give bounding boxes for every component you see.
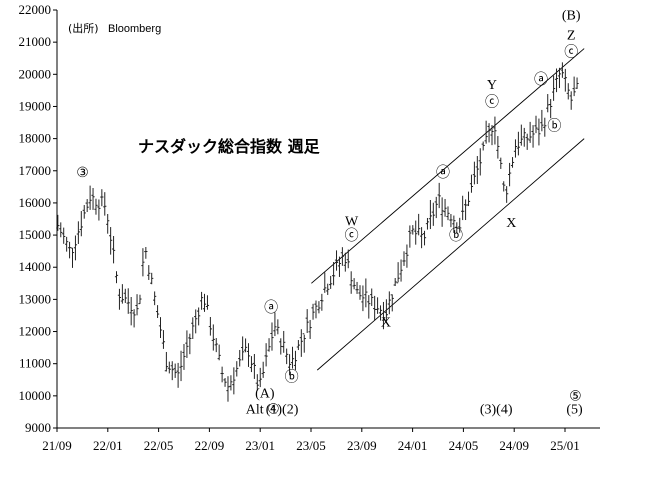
source-name: Bloomberg (108, 23, 161, 35)
x-tick-label: 24/09 (499, 438, 529, 453)
x-tick-label: 23/05 (296, 438, 326, 453)
channel-line-lower (316, 138, 585, 371)
y-tick-label: 9000 (25, 420, 51, 435)
x-tick-label: 21/09 (42, 438, 72, 453)
plot-frame (56, 10, 600, 429)
y-tick-label: 14000 (19, 259, 52, 274)
y-tick-label: 20000 (19, 66, 52, 81)
y-tick-label: 15000 (19, 227, 52, 242)
wave-annotations: ③ ⓐ ⓑ (A) Wⓒ Xⓐ ⓑ Yⓒ Xⓐ ⓑ (B) Zⓒ ⑤ Alt ④(1)(2) (3)(4) (… (76, 9, 583, 418)
wave-label: ⓑ (547, 119, 561, 135)
wave-label: ⓐ (436, 165, 450, 181)
x-tick-label: 25/01 (550, 438, 580, 453)
wave-label: (A) (255, 386, 275, 401)
wave-label: X (506, 216, 516, 231)
y-tick-label: 19000 (19, 98, 52, 113)
wave-label: Alt ④ (246, 403, 280, 418)
y-tick-label: 17000 (19, 163, 52, 178)
y-tick-label: 13000 (19, 291, 52, 306)
x-tick-label: 22/05 (144, 438, 174, 453)
wave-label: ⓑ (449, 228, 463, 244)
chart-title: ナスダック総合指数 週足 (138, 137, 321, 156)
wave-label: (1)(2) (266, 403, 299, 418)
wave-label: Y (487, 78, 497, 93)
wave-label: ⓒ (485, 94, 499, 110)
wave-label: ⑤ (569, 390, 582, 405)
wave-label: ⓒ (564, 45, 578, 61)
wave-label: W (345, 214, 359, 229)
trend-channel-lines (311, 48, 585, 371)
wave-label: (5) (566, 403, 583, 418)
channel-line-upper (311, 48, 585, 284)
x-tick-label: 24/01 (398, 438, 428, 453)
wave-label: (B) (562, 9, 581, 24)
x-tick-label: 23/01 (245, 438, 275, 453)
y-axis-ticks: 9000 10000 11000 12000 13000 14000 15000 16000 1… (19, 2, 57, 435)
x-tick-label: 22/01 (93, 438, 123, 453)
wave-label: ⓐ (534, 72, 548, 88)
wave-label: ③ (76, 166, 89, 181)
y-tick-label: 21000 (19, 34, 52, 49)
y-tick-label: 11000 (19, 356, 51, 371)
x-tick-label: 24/05 (449, 438, 479, 453)
price-series (56, 62, 579, 402)
wave-label: (3)(4) (480, 403, 513, 418)
wave-label: ⓑ (285, 369, 299, 385)
wave-label: Z (567, 29, 576, 44)
y-tick-label: 16000 (19, 195, 52, 210)
x-axis-ticks: 21/09 22/01 22/05 22/09 23/01 23/05 23/09 24/01… (42, 428, 580, 453)
x-tick-label: 23/09 (347, 438, 377, 453)
wave-label: ⓒ (345, 228, 359, 244)
y-tick-label: 12000 (19, 324, 52, 339)
x-tick-label: 22/09 (195, 438, 225, 453)
y-tick-label: 22000 (19, 2, 52, 17)
wave-label: ⓐ (264, 300, 278, 316)
y-tick-label: 18000 (19, 131, 52, 146)
wave-label: X (381, 316, 391, 331)
y-tick-label: 10000 (19, 388, 52, 403)
source-label: (出所) (68, 21, 99, 35)
